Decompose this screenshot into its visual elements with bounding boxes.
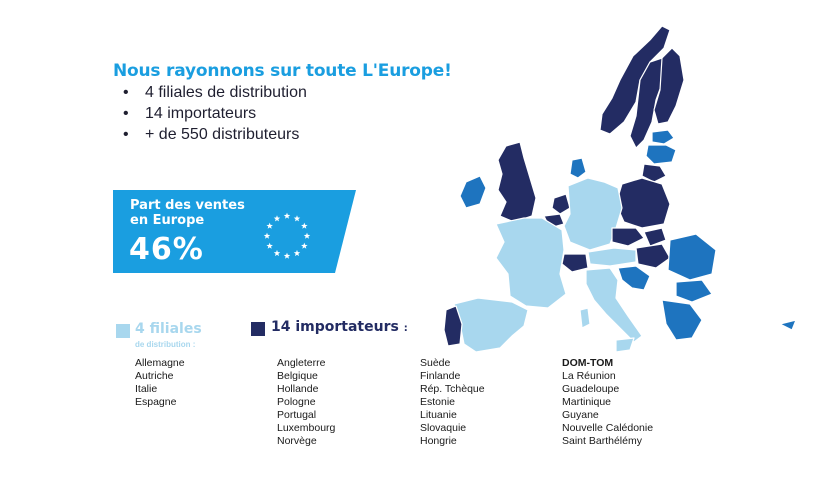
eu-star [266, 242, 273, 249]
map-region-czech [611, 227, 645, 247]
bullet-text: 14 importateurs [145, 105, 257, 122]
map-region-estonia [651, 129, 675, 145]
sales-share-label: Part des ventes en Europe [130, 198, 260, 228]
list-item: Rép. Tchèque [420, 383, 485, 395]
map-region-finland [653, 47, 685, 125]
eu-star [283, 212, 291, 219]
filiales-country-list: Allemagne Autriche Italie Espagne [135, 357, 185, 409]
bullet-text: + de 550 distributeurs [145, 126, 300, 143]
eu-star [293, 249, 301, 257]
filiales-legend-title: 4 filiales [135, 321, 202, 337]
sales-share-banner: Part des ventes en Europe 46% [113, 190, 356, 273]
map-region-slovakia [643, 227, 667, 247]
map-region-spain [453, 297, 529, 353]
eu-star [266, 222, 273, 229]
eu-star [301, 222, 308, 229]
eu-stars-icon [263, 212, 311, 259]
eu-star [293, 215, 301, 222]
map-region-denmark [569, 157, 587, 179]
importateurs-list-col1: Angleterre Belgique Hollande Pologne Por… [277, 357, 335, 448]
map-region-lithuania [641, 163, 667, 183]
map-region-sardinia [579, 307, 591, 329]
eu-star [303, 232, 311, 239]
map-region-hungary [635, 243, 671, 269]
europe-map [443, 25, 797, 353]
map-region-cyprus [779, 319, 797, 331]
headline: Nous rayonnons sur toute L'Europe! [113, 61, 452, 81]
list-item: Espagne [135, 396, 177, 408]
bullet-dot-icon: • [123, 84, 129, 101]
bullet-item: • 4 filiales de distribution [123, 82, 307, 103]
eu-star [273, 249, 281, 257]
list-item: Autriche [135, 370, 174, 382]
list-item: Lituanie [420, 409, 457, 421]
domtom-header: DOM-TOM [562, 357, 614, 369]
map-region-uk [497, 141, 537, 223]
list-item: Slovaquie [420, 422, 467, 434]
map-region-switzerland [561, 253, 589, 273]
importateurs-legend-label: 14 importateurs [271, 319, 399, 335]
bullet-item: • + de 550 distributeurs [123, 124, 307, 145]
list-item: Portugal [277, 409, 317, 421]
map-region-norway [599, 25, 671, 135]
list-item: La Réunion [562, 370, 616, 382]
list-item: Belgique [277, 370, 318, 382]
list-item: Nouvelle Calédonie [562, 422, 654, 434]
list-item: Estonie [420, 396, 456, 408]
list-item: Saint Barthélémy [562, 435, 642, 447]
sales-share-label-line1: Part des ventes [130, 198, 245, 213]
map-region-sweden [629, 57, 665, 149]
map-region-italy [585, 267, 643, 343]
map-region-sicily [615, 337, 635, 353]
map-region-greece [661, 299, 703, 341]
map-region-croatia [617, 265, 651, 291]
bullet-dot-icon: • [123, 126, 129, 143]
list-item: Angleterre [277, 357, 326, 369]
list-item: Pologne [277, 396, 316, 408]
list-item: Hongrie [420, 435, 457, 447]
bullet-item: • 14 importateurs [123, 103, 307, 124]
bullet-text: 4 filiales de distribution [145, 84, 307, 101]
map-region-romania [667, 233, 717, 281]
map-region-netherlands [551, 193, 571, 215]
list-item: Hollande [277, 383, 319, 395]
importateurs-legend-title: 14 importateurs : [271, 319, 408, 335]
sales-share-value: 46% [129, 232, 204, 267]
list-item: Suède [420, 357, 451, 369]
domtom-list: DOM-TOM La Réunion Guadeloupe Martinique… [562, 357, 653, 448]
filiales-legend-subtitle: de distribution : [135, 340, 196, 349]
eu-star [301, 242, 308, 249]
map-region-austria [587, 247, 637, 267]
list-item: Allemagne [135, 357, 185, 369]
map-region-portugal [443, 305, 463, 347]
list-item: Finlande [420, 370, 461, 382]
eu-star [273, 215, 281, 222]
sales-share-label-line2: en Europe [130, 213, 205, 228]
filiales-legend-square [116, 324, 130, 338]
importateurs-legend-colon: : [403, 323, 408, 334]
importateurs-legend-square [251, 322, 265, 336]
list-item: Guadeloupe [562, 383, 620, 395]
map-region-ireland [459, 175, 487, 209]
eu-star [283, 252, 291, 259]
key-figures-list: • 4 filiales de distribution • 14 importat… [123, 82, 307, 145]
map-region-poland [615, 177, 671, 229]
importateurs-list-col2: Suède Finlande Rép. Tchèque Estonie Litu… [420, 357, 485, 448]
list-item: Italie [135, 383, 158, 395]
list-item: Norvège [277, 435, 317, 447]
map-region-bulgaria [675, 279, 713, 303]
list-item: Guyane [562, 409, 599, 421]
list-item: Martinique [562, 396, 612, 408]
list-item: Luxembourg [277, 422, 336, 434]
map-region-france [495, 217, 567, 309]
map-region-latvia [645, 144, 677, 165]
eu-star [263, 232, 271, 239]
bullet-dot-icon: • [123, 105, 129, 122]
